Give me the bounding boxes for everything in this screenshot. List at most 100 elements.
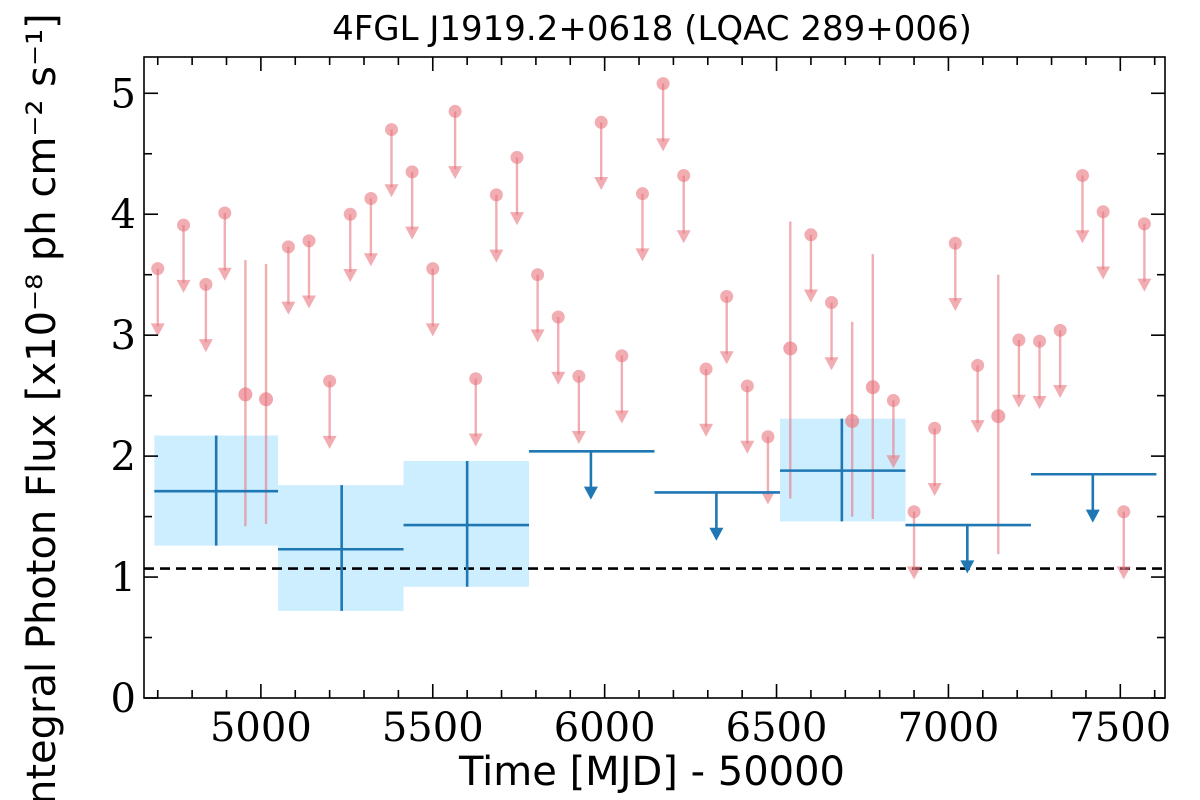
detection-marker bbox=[865, 380, 880, 395]
short-upper-limit bbox=[699, 362, 714, 437]
x-tick-label: 6500 bbox=[726, 705, 828, 751]
short-upper-limit bbox=[886, 393, 901, 469]
upper-limit-marker bbox=[1053, 323, 1067, 337]
upper-limit-arrow bbox=[322, 435, 337, 449]
short-upper-limit bbox=[176, 218, 191, 293]
x-tick-label: 5000 bbox=[210, 705, 312, 751]
upper-limit-marker bbox=[489, 188, 503, 202]
x-tick-label: 5500 bbox=[382, 705, 484, 751]
long-upper-limit bbox=[654, 491, 780, 541]
upper-limit-marker bbox=[426, 262, 440, 276]
upper-limit-marker bbox=[594, 115, 608, 129]
long-detection bbox=[154, 435, 279, 546]
short-upper-limit bbox=[635, 187, 650, 262]
long-upper-limit-arrow bbox=[1085, 509, 1100, 523]
upper-limit-marker bbox=[720, 289, 734, 303]
short-upper-limit bbox=[740, 379, 755, 454]
long-detection bbox=[403, 460, 530, 587]
short-upper-limit bbox=[509, 150, 524, 226]
long-upper-limit bbox=[529, 449, 655, 500]
upper-limit-marker bbox=[907, 505, 921, 519]
y-tick-label: 0 bbox=[111, 676, 136, 722]
upper-limit-arrow bbox=[719, 351, 734, 365]
upper-limit-arrow bbox=[907, 566, 922, 580]
upper-limit-marker bbox=[531, 268, 545, 282]
upper-limit-marker bbox=[199, 277, 213, 291]
upper-limit-arrow bbox=[448, 166, 463, 180]
upper-limit-arrow bbox=[614, 410, 629, 424]
short-upper-limit bbox=[927, 421, 942, 497]
upper-limit-marker bbox=[1117, 505, 1131, 519]
upper-limit-arrow bbox=[1137, 278, 1152, 292]
upper-limit-arrow bbox=[571, 431, 586, 445]
upper-limit-arrow bbox=[150, 323, 165, 337]
short-detection bbox=[845, 321, 860, 517]
upper-limit-arrow bbox=[740, 440, 755, 454]
upper-limit-arrow bbox=[425, 323, 440, 337]
upper-limit-marker bbox=[385, 123, 399, 137]
x-tick-label: 7500 bbox=[1069, 705, 1171, 751]
upper-limit-marker bbox=[928, 421, 942, 435]
upper-limit-marker bbox=[572, 369, 586, 383]
short-upper-limit bbox=[719, 289, 734, 365]
upper-limit-arrow bbox=[509, 212, 524, 226]
upper-limit-marker bbox=[761, 430, 775, 444]
upper-limit-arrow bbox=[656, 138, 671, 152]
long-detection bbox=[278, 485, 404, 611]
detection-marker bbox=[238, 387, 253, 402]
upper-limit-arrow bbox=[489, 249, 504, 263]
upper-limit-arrow bbox=[1096, 266, 1111, 280]
short-upper-limit bbox=[614, 349, 629, 424]
upper-limit-arrow bbox=[363, 253, 378, 267]
short-detection bbox=[259, 263, 274, 524]
long-upper-limit-arrow bbox=[960, 560, 975, 574]
upper-limit-marker bbox=[510, 150, 524, 164]
y-tick-label: 1 bbox=[111, 555, 136, 601]
short-upper-limit bbox=[530, 268, 545, 343]
long-upper-limit bbox=[1030, 472, 1157, 523]
upper-limit-marker bbox=[177, 218, 191, 232]
upper-limit-arrow bbox=[886, 455, 901, 469]
short-upper-limit bbox=[551, 310, 566, 385]
upper-limit-marker bbox=[615, 349, 629, 363]
upper-limit-arrow bbox=[1032, 395, 1047, 409]
short-upper-limit bbox=[405, 165, 420, 240]
upper-limit-marker bbox=[971, 358, 985, 372]
short-upper-limit bbox=[948, 236, 963, 311]
detection-marker bbox=[845, 414, 860, 429]
upper-limit-arrow bbox=[551, 371, 566, 385]
detection-marker bbox=[991, 409, 1006, 424]
long-upper-limit-arrow bbox=[709, 527, 724, 541]
x-tick-label: 6000 bbox=[554, 705, 656, 751]
short-upper-limit bbox=[970, 358, 985, 434]
short-upper-limit bbox=[468, 372, 483, 447]
upper-limit-marker bbox=[1033, 334, 1047, 348]
plot-frame bbox=[143, 56, 1166, 699]
upper-limit-arrow bbox=[176, 279, 191, 293]
long-upper-limit-arrow bbox=[583, 486, 598, 500]
short-upper-limit bbox=[217, 206, 232, 281]
short-upper-limit bbox=[322, 374, 337, 449]
upper-limit-marker bbox=[948, 236, 962, 250]
upper-limit-marker bbox=[635, 187, 649, 201]
short-upper-limit bbox=[1032, 334, 1047, 409]
upper-limit-marker bbox=[656, 77, 670, 91]
short-upper-limit bbox=[384, 123, 399, 198]
short-detection bbox=[238, 260, 253, 527]
upper-limit-arrow bbox=[384, 184, 399, 198]
x-tick-label: 7000 bbox=[898, 705, 1000, 751]
upper-limit-arrow bbox=[970, 420, 985, 434]
short-detection bbox=[865, 254, 880, 520]
upper-limit-marker bbox=[804, 228, 818, 242]
upper-limit-marker bbox=[218, 206, 232, 220]
upper-limit-marker bbox=[448, 104, 462, 118]
short-detection bbox=[991, 274, 1006, 555]
short-upper-limit bbox=[1053, 323, 1068, 399]
detection-marker bbox=[259, 392, 274, 407]
upper-limit-arrow bbox=[676, 230, 691, 244]
long-detection bbox=[779, 418, 906, 522]
upper-limit-arrow bbox=[302, 295, 317, 309]
upper-limit-arrow bbox=[760, 491, 775, 505]
upper-limit-arrow bbox=[217, 267, 232, 281]
short-upper-limit bbox=[363, 192, 378, 267]
